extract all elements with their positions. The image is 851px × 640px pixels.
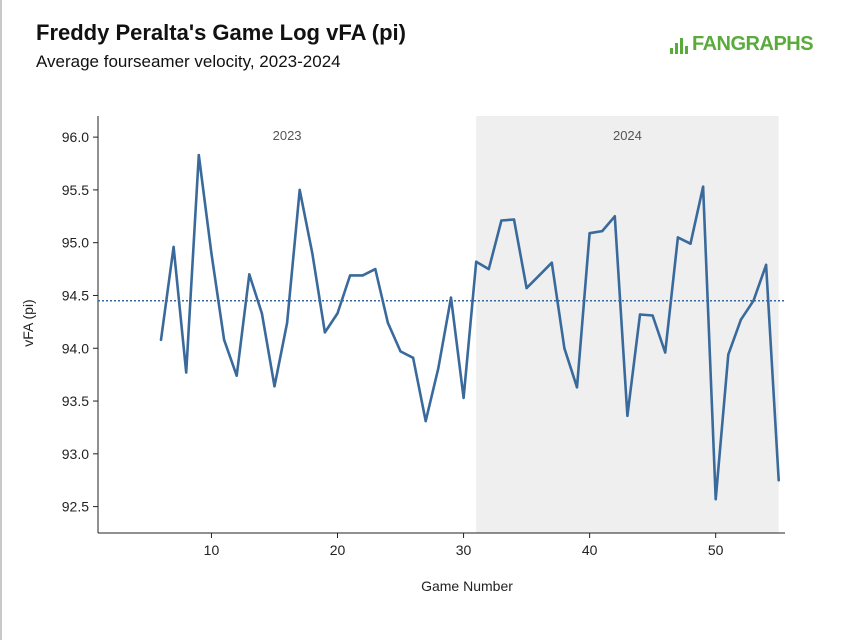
data-point bbox=[159, 338, 163, 342]
data-point bbox=[273, 385, 276, 388]
data-point bbox=[613, 215, 617, 218]
y-tick-label: 93.5 bbox=[62, 393, 89, 409]
data-point bbox=[626, 414, 629, 418]
data-point bbox=[487, 267, 490, 271]
data-point bbox=[462, 396, 465, 400]
data-point bbox=[714, 498, 717, 501]
data-point bbox=[525, 286, 528, 290]
data-point bbox=[197, 153, 201, 157]
x-axis-label: Game Number bbox=[421, 578, 513, 594]
data-point bbox=[537, 274, 541, 277]
data-point bbox=[563, 347, 566, 350]
data-point bbox=[727, 353, 730, 356]
season-band-2024 bbox=[476, 116, 779, 533]
data-point bbox=[474, 260, 478, 263]
data-point bbox=[550, 261, 553, 264]
fangraphs-logo: FANGRAPHS bbox=[670, 33, 814, 56]
data-point bbox=[172, 245, 175, 249]
data-point bbox=[651, 314, 654, 317]
data-point bbox=[601, 229, 604, 233]
season-bands: 2023 2024 bbox=[273, 116, 779, 533]
x-tick-label: 10 bbox=[204, 542, 220, 558]
data-point bbox=[739, 318, 743, 321]
season-label-2023: 2023 bbox=[273, 128, 302, 143]
data-point bbox=[248, 273, 251, 276]
y-axis-label: vFA (pi) bbox=[20, 299, 36, 346]
data-point bbox=[348, 274, 352, 277]
series-line bbox=[159, 153, 781, 501]
data-point bbox=[298, 188, 301, 192]
x-tick-label: 50 bbox=[708, 542, 724, 558]
data-point bbox=[512, 218, 516, 221]
data-point bbox=[575, 386, 579, 389]
data-point bbox=[588, 231, 591, 235]
x-tick-label: 30 bbox=[456, 542, 472, 558]
data-point bbox=[424, 419, 427, 423]
data-point bbox=[411, 356, 415, 359]
y-tick-label: 92.5 bbox=[62, 499, 89, 515]
data-point bbox=[336, 312, 339, 315]
y-tick-label: 94.0 bbox=[62, 340, 89, 356]
data-point bbox=[701, 185, 705, 188]
data-point bbox=[500, 219, 503, 222]
data-point bbox=[235, 374, 238, 377]
data-point bbox=[361, 274, 364, 277]
data-point bbox=[285, 321, 289, 325]
y-tick-label: 93.0 bbox=[62, 446, 89, 462]
y-tick-label: 95.5 bbox=[62, 182, 89, 198]
y-tick-label: 95.0 bbox=[62, 235, 89, 251]
data-point bbox=[323, 331, 327, 334]
data-point bbox=[764, 263, 768, 267]
data-point bbox=[374, 267, 377, 271]
fangraphs-logo-text: FANGRAPHS bbox=[692, 33, 814, 55]
season-label-2024: 2024 bbox=[613, 128, 642, 143]
data-point bbox=[260, 312, 264, 315]
y-tick-label: 96.0 bbox=[62, 129, 89, 145]
y-tick-label: 94.5 bbox=[62, 287, 89, 303]
data-point bbox=[185, 371, 188, 374]
axes: 92.5 93.0 93.5 94.0 94.5 95.0 95.5 96.0 10 20 30 40… bbox=[62, 116, 785, 558]
data-point bbox=[664, 351, 667, 354]
x-tick-label: 40 bbox=[582, 542, 598, 558]
data-point bbox=[449, 296, 453, 299]
data-point bbox=[437, 367, 440, 370]
chart-subtitle: Average fourseamer velocity, 2023-2024 bbox=[36, 52, 341, 71]
chart-title: Freddy Peralta's Game Log vFA (pi) bbox=[36, 20, 406, 45]
data-point bbox=[222, 338, 226, 342]
data-point bbox=[676, 236, 680, 239]
fangraphs-logo-icon bbox=[670, 36, 690, 54]
data-point bbox=[689, 242, 692, 245]
series-group bbox=[159, 153, 781, 501]
data-point bbox=[210, 252, 213, 255]
data-point bbox=[752, 299, 755, 302]
data-point bbox=[311, 252, 314, 255]
data-point bbox=[777, 479, 780, 482]
x-tick-label: 20 bbox=[330, 542, 346, 558]
data-point bbox=[638, 313, 642, 316]
data-point bbox=[399, 350, 402, 353]
data-point bbox=[386, 321, 390, 325]
